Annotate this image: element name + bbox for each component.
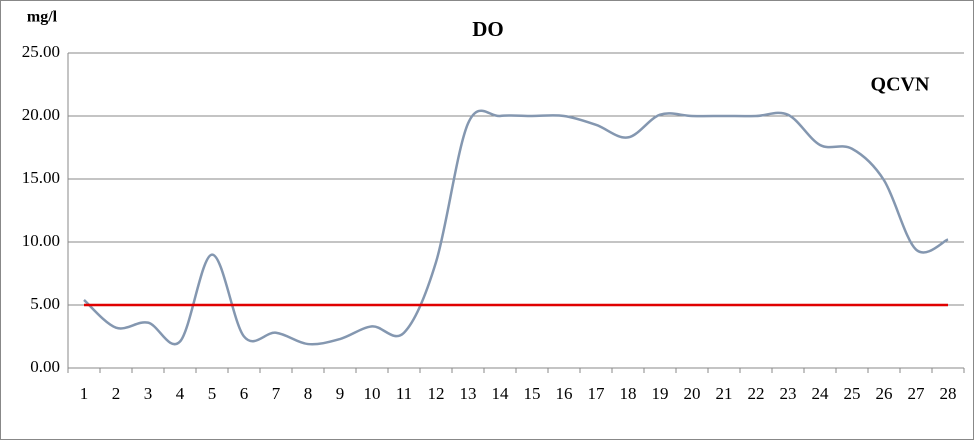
x-tick-label: 22 bbox=[748, 384, 765, 403]
x-tick-label: 3 bbox=[144, 384, 153, 403]
x-tick-label: 16 bbox=[556, 384, 573, 403]
series-line bbox=[83, 109, 949, 346]
x-tick-label: 27 bbox=[908, 384, 926, 403]
x-tick-label: 25 bbox=[844, 384, 861, 403]
y-tick-label: 10.00 bbox=[22, 231, 60, 250]
y-tick-label: 5.00 bbox=[30, 294, 60, 313]
x-tick-label: 21 bbox=[716, 384, 733, 403]
x-tick-label: 1 bbox=[80, 384, 89, 403]
legend-label: QCVN bbox=[871, 74, 930, 96]
x-tick-label: 13 bbox=[460, 384, 477, 403]
x-tick-label: 20 bbox=[684, 384, 701, 403]
x-tick-label: 10 bbox=[364, 384, 381, 403]
y-tick-label: 0.00 bbox=[30, 357, 60, 376]
x-tick-label: 12 bbox=[428, 384, 445, 403]
chart-title: DO bbox=[472, 17, 504, 41]
x-tick-label: 17 bbox=[588, 384, 606, 403]
x-tick-label: 18 bbox=[620, 384, 637, 403]
x-tick-label: 4 bbox=[176, 384, 185, 403]
x-tick-label: 19 bbox=[652, 384, 669, 403]
y-tick-label: 20.00 bbox=[22, 105, 60, 124]
x-tick-label: 23 bbox=[780, 384, 797, 403]
y-axis-label: mg/l bbox=[27, 9, 58, 26]
x-tick-label: 15 bbox=[524, 384, 541, 403]
x-tick-label: 6 bbox=[240, 384, 249, 403]
x-tick-label: 26 bbox=[876, 384, 893, 403]
x-tick-label: 5 bbox=[208, 384, 217, 403]
x-tick-label: 14 bbox=[492, 384, 510, 403]
x-tick-label: 7 bbox=[272, 384, 281, 403]
y-tick-label: 15.00 bbox=[22, 168, 60, 187]
x-tick-label: 9 bbox=[336, 384, 345, 403]
x-tick-label: 8 bbox=[304, 384, 313, 403]
x-tick-label: 2 bbox=[112, 384, 121, 403]
x-tick-label: 11 bbox=[396, 384, 412, 403]
x-tick-label: 28 bbox=[940, 384, 957, 403]
y-tick-label: 25.00 bbox=[22, 42, 60, 61]
x-tick-label: 24 bbox=[812, 384, 830, 403]
